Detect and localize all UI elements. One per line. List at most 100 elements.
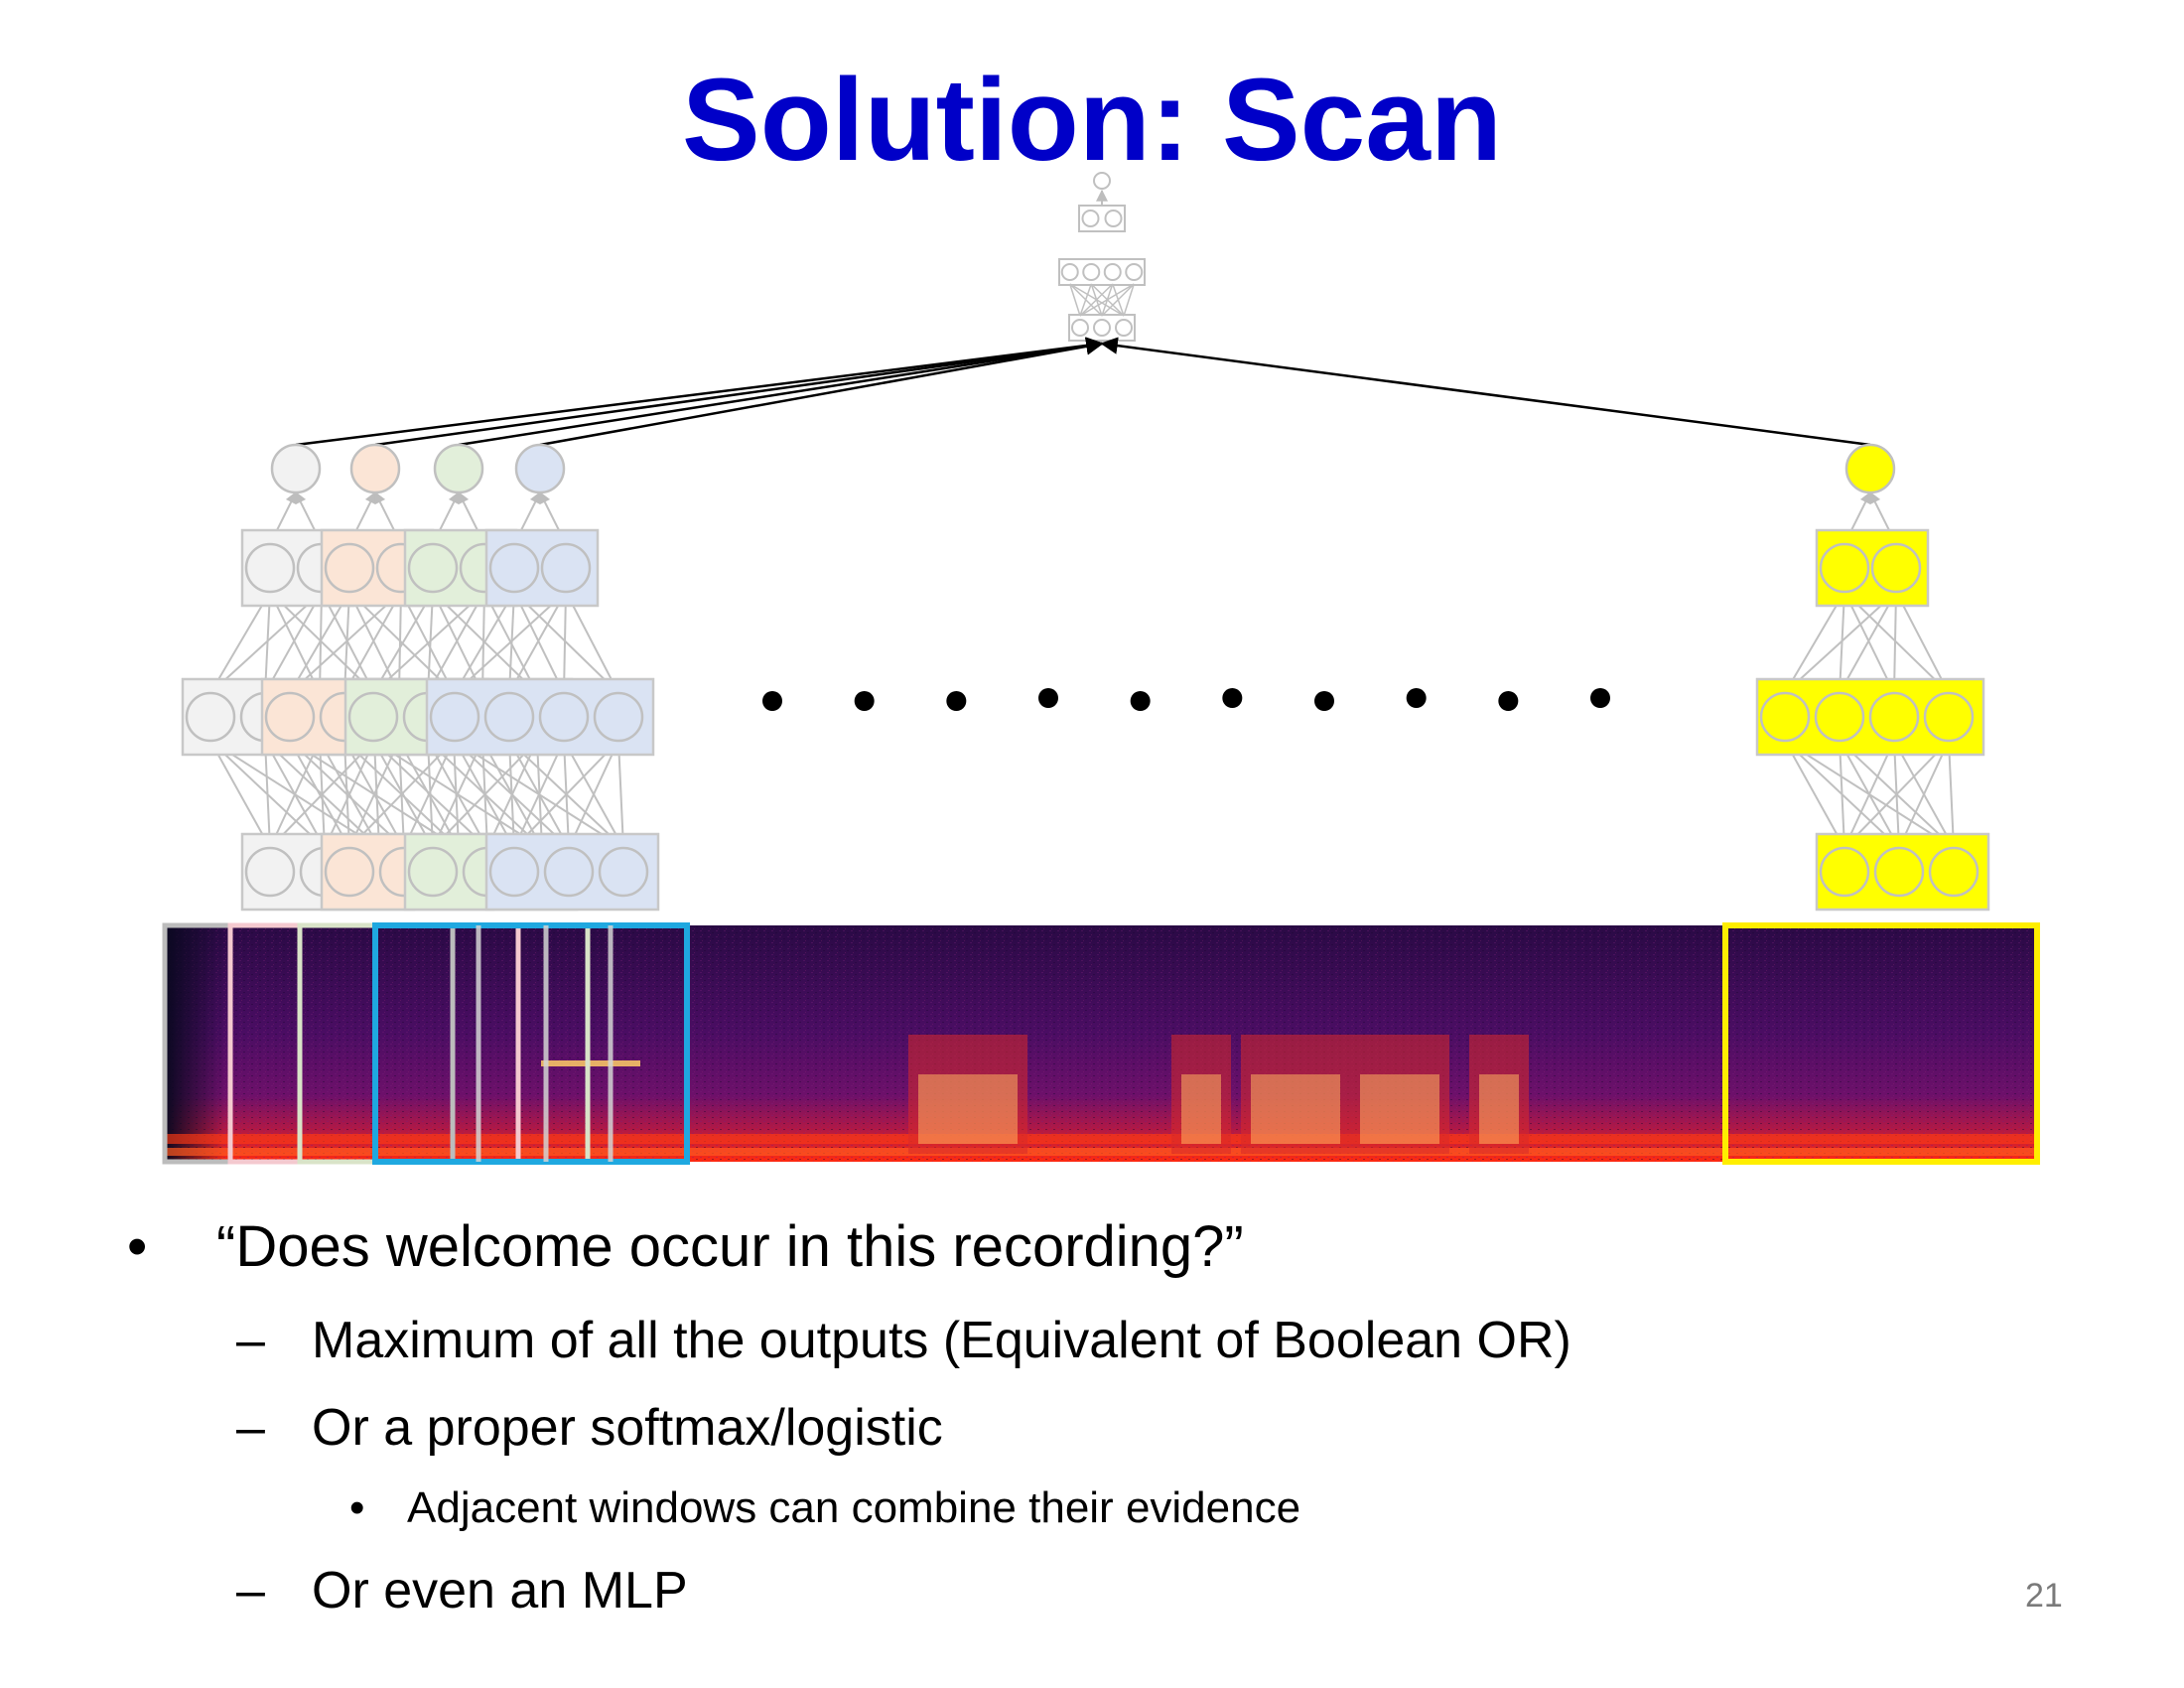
neuron	[407, 846, 459, 898]
connection-line	[539, 338, 1104, 447]
network-edge	[1784, 591, 1897, 694]
top-neuron	[1125, 263, 1144, 281]
network-edge	[209, 740, 326, 849]
connection-line	[1100, 337, 1871, 447]
network-edge	[1839, 740, 1955, 849]
top-neuron	[1115, 319, 1133, 337]
neuron	[407, 542, 459, 594]
network-edge	[513, 591, 565, 694]
network-edge	[264, 591, 271, 694]
ellipsis-dot	[854, 691, 875, 711]
network-edge	[264, 591, 323, 694]
bullet-marker: –	[236, 1312, 265, 1369]
network-edge	[454, 591, 567, 694]
spectrogram-dark-edge	[165, 925, 224, 1162]
neuron	[264, 691, 316, 743]
top-neuron	[1081, 210, 1100, 227]
top-combiner-network	[1058, 172, 1146, 342]
output-neuron	[270, 443, 322, 494]
ellipsis-dot	[1590, 688, 1610, 708]
network-edge	[1784, 740, 1955, 849]
network-edge	[454, 740, 515, 849]
neuron	[185, 691, 236, 743]
scan-network	[425, 443, 660, 912]
network-edge	[1843, 591, 1895, 694]
neuron	[488, 542, 540, 594]
neuron	[324, 542, 375, 594]
network-edge	[373, 740, 380, 849]
top-neuron	[1104, 210, 1123, 227]
ellipsis-dot	[762, 691, 782, 711]
network-edge	[372, 740, 488, 849]
network-edge	[563, 740, 624, 849]
top-edge	[1079, 283, 1114, 317]
connection-line	[458, 337, 1104, 447]
network-edge	[454, 591, 515, 694]
neuron	[598, 846, 649, 898]
network-edge	[1895, 591, 1950, 694]
neuron	[1870, 542, 1922, 594]
neuron	[1814, 691, 1865, 743]
ellipsis-dot	[1314, 691, 1334, 711]
neuron	[244, 846, 296, 898]
network-edge	[565, 591, 619, 694]
speech-burst-hot	[1181, 1074, 1221, 1144]
network-edge	[289, 740, 460, 849]
network-edge	[563, 591, 567, 694]
scanning-networks	[181, 443, 1990, 912]
output-neuron	[349, 443, 401, 494]
spectrogram	[162, 922, 2040, 1165]
ellipsis-dots	[762, 688, 1610, 711]
network-edge	[508, 591, 515, 694]
network-edge	[209, 740, 271, 849]
network-edge	[289, 740, 405, 849]
tone-streak	[541, 1060, 640, 1066]
top-neuron	[1071, 319, 1089, 337]
bullet-marker: –	[236, 1562, 265, 1619]
network-edge	[508, 740, 624, 849]
network-edge	[617, 740, 624, 849]
neuron	[347, 691, 399, 743]
network-edge	[513, 591, 619, 694]
ellipsis-dot	[1222, 688, 1243, 708]
neuron	[538, 691, 590, 743]
network-edge	[1784, 740, 1845, 849]
bullet-text: Maximum of all the outputs (Equivalent o…	[312, 1312, 1571, 1369]
network-edge	[1839, 591, 1845, 694]
ellipsis-dot	[1406, 688, 1427, 708]
output-neuron	[514, 443, 566, 494]
connection-line	[374, 337, 1104, 447]
network-edge	[209, 591, 323, 694]
ellipsis-dot	[946, 691, 967, 711]
network-edge	[1893, 591, 1897, 694]
spectrogram-texture	[165, 925, 2039, 1162]
top-neuron	[1103, 263, 1122, 281]
top-neuron	[1060, 263, 1079, 281]
network-edge	[343, 591, 402, 694]
top-output-node	[1093, 172, 1111, 190]
top-edge	[1079, 283, 1092, 317]
network-edge	[343, 740, 460, 849]
top-edge	[1069, 283, 1081, 317]
bullet-marker: •	[127, 1214, 148, 1279]
bullet-text: “Does welcome occur in this recording?”	[216, 1214, 1244, 1279]
network-edge	[372, 591, 485, 694]
neuron	[429, 691, 480, 743]
speech-burst-hot	[918, 1074, 1018, 1144]
scan-window-frame-last	[1722, 922, 2040, 1165]
top-edge	[1123, 283, 1135, 317]
speech-burst-hot	[1360, 1074, 1439, 1144]
ellipsis-dot	[1038, 688, 1058, 708]
network-edge	[454, 740, 570, 849]
top-neuron	[1093, 319, 1111, 337]
top-edge	[1101, 283, 1135, 317]
ellipsis-dot	[1498, 691, 1519, 711]
neuron	[1819, 846, 1870, 898]
bullet-marker: •	[349, 1483, 365, 1532]
neuron	[1819, 542, 1870, 594]
network-edge	[1948, 740, 1955, 849]
scan-window-frame	[372, 922, 690, 1165]
spectrogram-band	[165, 1148, 2039, 1156]
neuron	[540, 542, 592, 594]
